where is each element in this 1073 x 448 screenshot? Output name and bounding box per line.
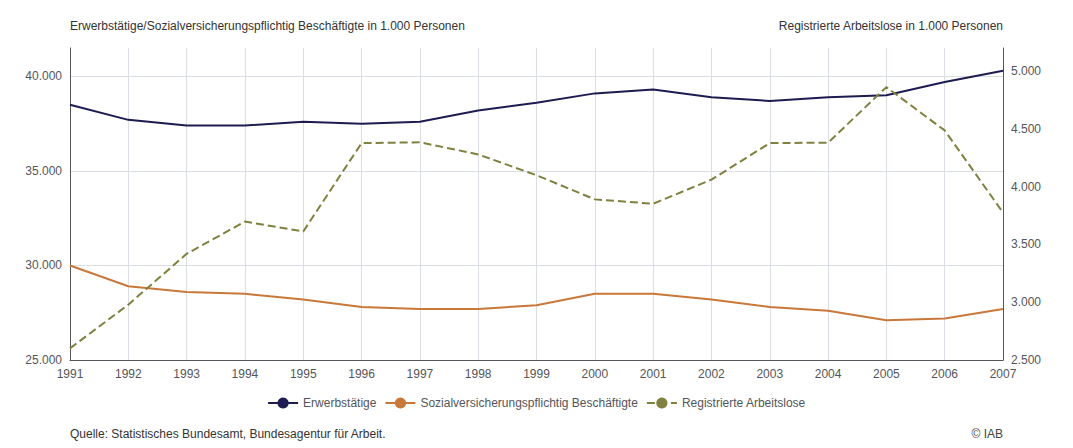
svg-text:2006: 2006 — [931, 367, 958, 381]
svg-text:2002: 2002 — [698, 367, 725, 381]
svg-text:1995: 1995 — [290, 367, 317, 381]
svg-text:4.500: 4.500 — [1011, 122, 1041, 136]
svg-text:Quelle: Statistisches Bundesam: Quelle: Statistisches Bundesamt, Bundesa… — [70, 427, 386, 441]
svg-text:1991: 1991 — [57, 367, 84, 381]
svg-text:Registrierte Arbeitslose: Registrierte Arbeitslose — [682, 396, 806, 410]
svg-text:Erwerbstätige/Sozialversicheru: Erwerbstätige/Sozialversicherungspflicht… — [70, 19, 465, 33]
svg-text:2004: 2004 — [815, 367, 842, 381]
svg-text:2000: 2000 — [581, 367, 608, 381]
svg-text:1998: 1998 — [465, 367, 492, 381]
svg-text:2005: 2005 — [873, 367, 900, 381]
svg-text:40.000: 40.000 — [25, 69, 62, 83]
svg-text:30.000: 30.000 — [25, 258, 62, 272]
svg-text:25.000: 25.000 — [25, 353, 62, 367]
svg-text:4.000: 4.000 — [1011, 180, 1041, 194]
svg-text:2007: 2007 — [990, 367, 1017, 381]
svg-text:2.500: 2.500 — [1011, 353, 1041, 367]
svg-text:5.000: 5.000 — [1011, 64, 1041, 78]
svg-text:2003: 2003 — [756, 367, 783, 381]
svg-text:Erwerbstätige: Erwerbstätige — [303, 396, 377, 410]
svg-text:1996: 1996 — [348, 367, 375, 381]
svg-text:© IAB: © IAB — [971, 427, 1003, 441]
svg-text:1993: 1993 — [173, 367, 200, 381]
svg-text:2001: 2001 — [640, 367, 667, 381]
svg-text:1994: 1994 — [232, 367, 259, 381]
svg-text:Sozialversicherungspflichtig B: Sozialversicherungspflichtig Beschäftigt… — [420, 396, 638, 410]
svg-text:1997: 1997 — [407, 367, 434, 381]
svg-text:Registrierte Arbeitslose in 1.: Registrierte Arbeitslose in 1.000 Person… — [779, 19, 1003, 33]
svg-text:1992: 1992 — [115, 367, 142, 381]
svg-text:35.000: 35.000 — [25, 164, 62, 178]
svg-text:3.500: 3.500 — [1011, 237, 1041, 251]
svg-text:1999: 1999 — [523, 367, 550, 381]
svg-text:3.000: 3.000 — [1011, 295, 1041, 309]
